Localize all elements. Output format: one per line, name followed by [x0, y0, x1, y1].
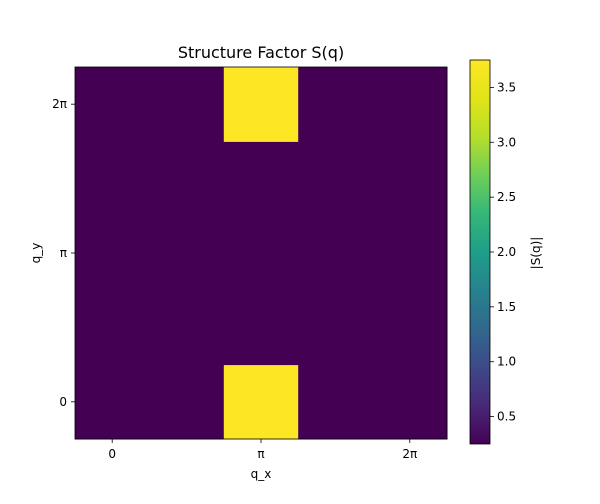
- x-tick-label: π: [257, 447, 264, 461]
- y-axis-ticks: 0 π 2π: [52, 97, 75, 409]
- x-tick-label: 0: [108, 447, 116, 461]
- heatmap-cell: [75, 364, 150, 440]
- y-tick-label: π: [60, 246, 67, 260]
- heatmap-cell: [223, 290, 299, 366]
- heatmap-cell: [223, 364, 299, 440]
- heatmap-cell: [75, 67, 150, 142]
- chart-title: Structure Factor S(q): [178, 43, 344, 62]
- heatmap-cells: [75, 67, 448, 440]
- heatmap-cell: [149, 215, 225, 291]
- colorbar-tick-label: 2.0: [497, 245, 516, 259]
- heatmap-cell: [223, 67, 299, 142]
- heatmap-cell: [298, 364, 374, 440]
- heatmap-cell: [149, 67, 225, 142]
- heatmap-cell: [149, 364, 225, 440]
- x-tick-label: 2π: [402, 447, 417, 461]
- colorbar-tick-label: 1.0: [497, 355, 516, 369]
- x-axis-ticks: 0 π 2π: [108, 439, 417, 461]
- heatmap-cell: [298, 290, 374, 366]
- heatmap-cell: [372, 364, 448, 440]
- colorbar-tick-label: 3.0: [497, 135, 516, 149]
- heatmap-cell: [149, 141, 225, 217]
- heatmap-cell: [75, 141, 150, 217]
- colorbar: [469, 59, 491, 445]
- y-tick-label: 0: [59, 395, 67, 409]
- heatmap-cell: [223, 215, 299, 291]
- heatmap-cell: [149, 290, 225, 366]
- heatmap-cell: [298, 67, 374, 142]
- colorbar-label: |S(q)|: [529, 237, 543, 270]
- heatmap-cell: [372, 141, 448, 217]
- y-axis-label: q_y: [29, 243, 43, 264]
- heatmap-cell: [75, 290, 150, 366]
- colorbar-tick-label: 2.5: [497, 190, 516, 204]
- y-tick-label: 2π: [52, 97, 67, 111]
- heatmap-cell: [75, 215, 150, 291]
- heatmap-cell: [372, 290, 448, 366]
- colorbar-ticks: 0.5 1.0 1.5 2.0 2.5 3.0 3.5: [490, 80, 516, 424]
- heatmap-cell: [298, 215, 374, 291]
- heatmap-cell: [372, 67, 448, 142]
- x-axis-label: q_x: [251, 467, 272, 481]
- heatmap-cell: [372, 215, 448, 291]
- colorbar-tick-label: 3.5: [497, 80, 516, 94]
- colorbar-tick-label: 0.5: [497, 410, 516, 424]
- heatmap-cell: [223, 141, 299, 217]
- heatmap-cell: [298, 141, 374, 217]
- colorbar-tick-label: 1.5: [497, 300, 516, 314]
